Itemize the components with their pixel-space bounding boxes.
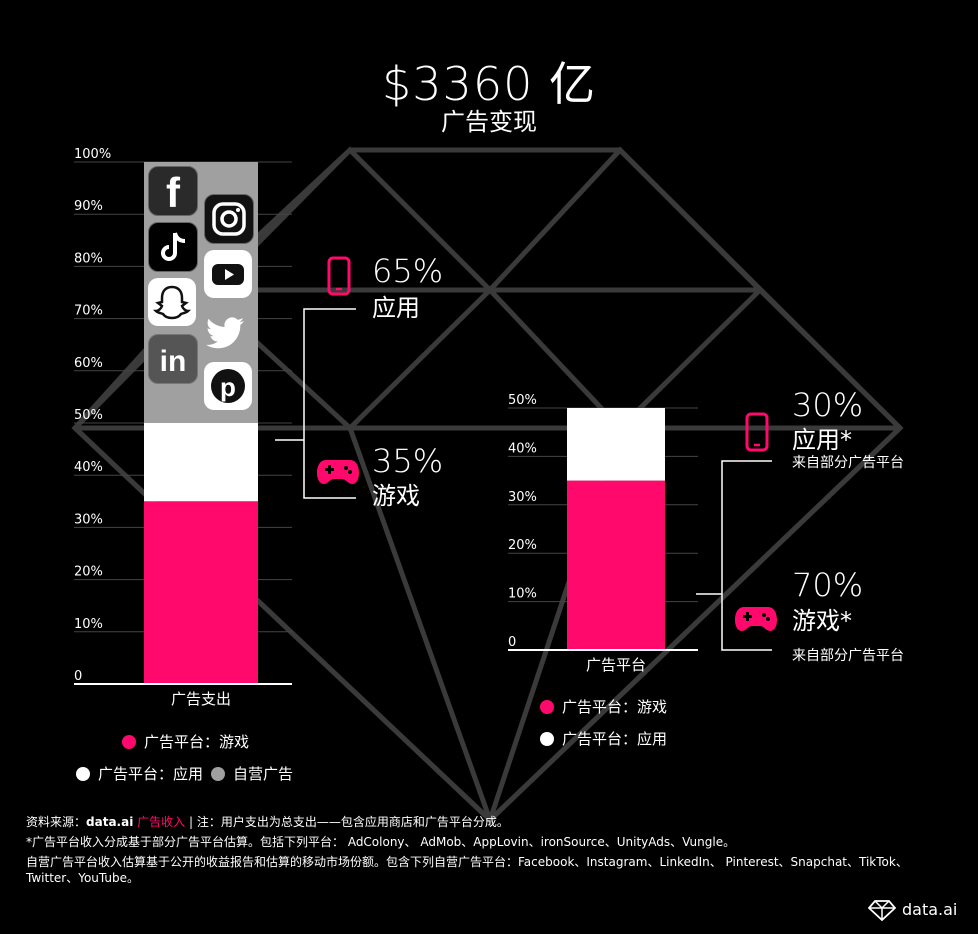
legend-item-game: 广告平台：游戏 [122,731,249,752]
linkedin-icon: in [148,334,198,384]
y-tick-label: 30% [508,490,537,505]
legend-label-game: 广告平台：游戏 [144,733,250,751]
gamepad-icon [734,603,778,637]
footer-source-link[interactable]: 广告收入 [137,815,186,829]
y-tick-label: 100% [74,147,111,162]
legend-swatch-game [122,735,136,749]
platform-games-note: 来自部分广告平台 [792,648,904,664]
brand-name: data.ai [902,900,958,919]
footer-note-platforms: *广告平台收入分成基于部分广告平台估算。包括下列平台： AdColony、 Ad… [26,835,736,849]
footer-source-brand: data.ai [86,815,134,829]
x-category-label: 广告平台 [586,656,646,674]
legend-item-app: 广告平台：应用 [76,763,203,784]
y-tick-label: 30% [74,512,103,527]
x-category-label: 广告支出 [171,690,231,708]
platform-apps-pct: 30% [792,386,864,424]
footer-note-owned-cont: Twitter、YouTube。 [26,871,140,885]
y-tick-label: 90% [74,199,103,214]
bar-segment [567,408,665,481]
gamepad-icon [316,456,360,490]
y-tick-label: 60% [74,356,103,371]
y-tick-label: 0 [74,669,82,684]
y-tick-label: 10% [74,617,103,632]
y-tick-label: 10% [508,587,537,602]
legend-label-app: 广告平台：应用 [98,765,204,783]
youtube-icon [204,250,252,298]
page-subtitle: 广告变现 [441,108,537,136]
footer-source-prefix: 资料来源： [26,815,87,829]
pinterest-icon: p [204,362,252,410]
brand-logo [867,898,897,926]
y-tick-label: 40% [74,460,103,475]
page-title: $3360 亿 [382,57,596,111]
platform-games-pct: 70% [792,566,864,604]
bar-segment [567,480,665,650]
y-tick-label: 50% [508,393,537,408]
y-tick-label: 70% [74,304,103,319]
y-tick-label: 0 [508,635,516,650]
legend2-swatch-app [540,732,554,746]
legend2-item-game: 广告平台：游戏 [540,696,667,717]
legend2-swatch-game [540,700,554,714]
apps-share-pct: 65% [372,252,444,290]
svg-text:f: f [166,169,181,215]
tiktok-icon [148,222,198,272]
diamond-logo-icon [867,900,897,922]
legend-swatch-app [76,767,90,781]
snapchat-icon [148,278,196,326]
twitter-icon [204,306,252,354]
smartphone-icon [326,256,352,300]
footer-source: 资料来源：data.ai 广告收入 | 注：用户支出为总支出——包含应用商店和广… [26,812,926,832]
y-tick-label: 20% [74,565,103,580]
bar-segment [144,423,258,502]
legend2-label-app: 广告平台：应用 [562,730,668,748]
legend-label-owned: 自营广告 [233,765,294,783]
bar-segment [144,501,258,684]
games-share-pct: 35% [372,442,444,480]
instagram-icon [204,194,254,244]
games-share-label: 游戏 [372,482,420,510]
svg-text:p: p [220,372,236,402]
facebook-icon: f [148,166,198,216]
svg-text:in: in [160,345,187,378]
apps-share-label: 应用 [372,294,420,322]
bracket [721,460,772,651]
platform-games-label: 游戏* [792,607,852,635]
y-tick-label: 50% [74,408,103,423]
y-tick-label: 20% [508,538,537,553]
legend2-label-game: 广告平台：游戏 [562,698,668,716]
footer-note: | 注：用户支出为总支出——包含应用商店和广告平台分成。 [185,815,509,829]
smartphone-icon [744,412,770,456]
legend2-item-app: 广告平台：应用 [540,728,667,749]
platform-apps-note: 来自部分广告平台 [792,455,904,471]
bracket [303,308,356,499]
legend-swatch-owned [211,767,225,781]
footer-note-owned: 自营广告平台收入估算基于公开的收益报告和估算的移动市场份额。包含下列自营广告平台… [26,855,908,869]
y-tick-label: 40% [508,441,537,456]
platform-apps-label: 应用* [792,426,852,454]
y-tick-label: 80% [74,251,103,266]
legend-item-owned: 自营广告 [211,763,293,784]
